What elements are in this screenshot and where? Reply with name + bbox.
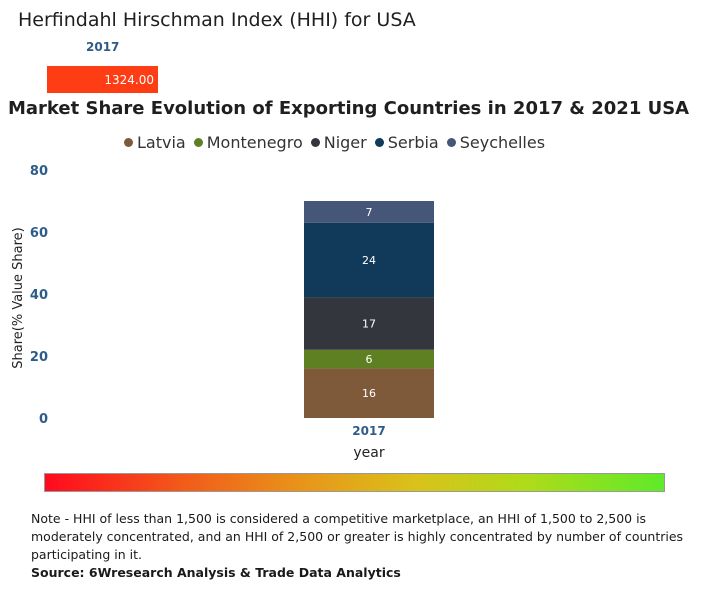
y-tick-label: 20	[30, 350, 48, 365]
bar-segment-montenegro	[304, 349, 434, 369]
y-tick-label: 60	[30, 226, 48, 241]
legend-swatch-seychelles	[446, 138, 456, 147]
hhi-title: Herfindahl Hirschman Index (HHI) for USA	[18, 9, 416, 31]
y-tick-label: 40	[30, 288, 48, 303]
data-label-latvia: 16	[362, 387, 376, 400]
legend-label-niger: Niger	[323, 133, 367, 152]
hhi-scale-gradient-bar	[44, 473, 665, 492]
legend-item-montenegro[interactable]: Montenegro	[193, 133, 303, 152]
x-axis-label: year	[353, 445, 384, 461]
hhi-note: Note - HHI of less than 1,500 is conside…	[31, 511, 684, 562]
data-label-niger: 17	[362, 317, 376, 330]
source-text: Source: 6Wresearch Analysis & Trade Data…	[31, 565, 401, 580]
legend-label-seychelles: Seychelles	[459, 133, 546, 152]
bar-segment-serbia	[304, 222, 434, 298]
bar-segment-seychelles	[304, 201, 434, 223]
bar-segment-niger	[304, 297, 434, 350]
y-tick-label: 80	[30, 164, 48, 179]
legend-label-latvia: Latvia	[137, 133, 186, 152]
data-label-serbia: 24	[362, 254, 376, 267]
legend-swatch-niger	[310, 138, 320, 147]
legend-label-serbia: Serbia	[387, 133, 439, 152]
data-label-montenegro: 6	[366, 353, 373, 366]
chart-title: Market Share Evolution of Exporting Coun…	[8, 98, 690, 119]
x-tick-label: 2017	[352, 424, 385, 438]
legend-item-niger[interactable]: Niger	[310, 133, 367, 152]
chart-legend: Latvia Montenegro Niger Serbia Seychelle…	[124, 133, 553, 152]
legend-item-latvia[interactable]: Latvia	[124, 133, 186, 152]
bar-segment-latvia	[304, 368, 434, 418]
legend-item-seychelles[interactable]: Seychelles	[446, 133, 546, 152]
legend-swatch-montenegro	[193, 138, 203, 147]
y-axis-label: Share(% Value Share)	[11, 227, 26, 369]
stacked-bar-chart: 80 60 40 20 0 Share(% Value Share) 16 6 17 24 7 201…	[11, 164, 434, 461]
hhi-year-label: 2017	[86, 40, 120, 54]
legend-swatch-serbia	[374, 138, 384, 147]
legend-label-montenegro: Montenegro	[206, 133, 303, 152]
hhi-value-label: 1324.00	[104, 72, 154, 87]
hhi-value-bar: 1324.00	[47, 66, 158, 93]
legend-swatch-latvia	[124, 138, 133, 147]
y-tick-label: 0	[39, 412, 48, 427]
legend-item-serbia[interactable]: Serbia	[374, 133, 439, 152]
data-label-seychelles: 7	[366, 206, 373, 219]
